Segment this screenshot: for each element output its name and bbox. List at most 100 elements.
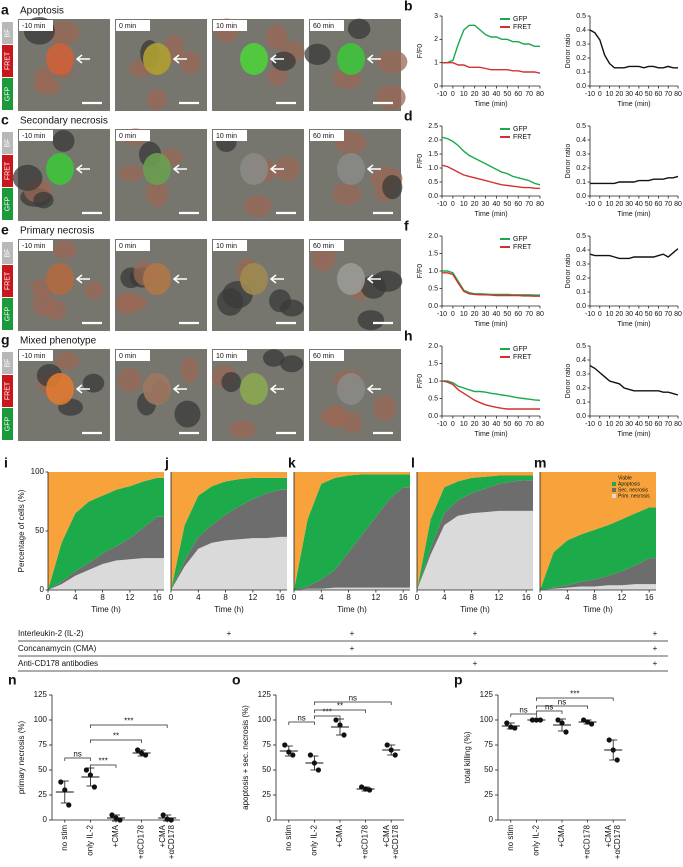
channel-swatch	[2, 375, 13, 407]
cell	[265, 24, 288, 50]
cell	[49, 21, 80, 45]
stack-area	[171, 472, 287, 590]
series-line	[442, 272, 540, 297]
time-box	[310, 240, 344, 251]
data-point	[143, 752, 149, 758]
x-tick-label: +αCD178	[583, 824, 592, 859]
significance-label: ns	[545, 703, 553, 712]
row-title: Apoptosis	[20, 6, 64, 17]
x-tick-label: 50	[645, 311, 653, 318]
data-point	[589, 721, 595, 727]
legend-label: Sec. necrosis	[618, 487, 649, 493]
data-point	[537, 717, 544, 723]
target-cell	[337, 43, 365, 75]
table-mark: +	[350, 629, 355, 638]
arrow	[75, 274, 90, 284]
channel-label: BF	[4, 359, 11, 368]
y-axis-label: F/F0	[417, 154, 424, 168]
target-cell	[143, 373, 171, 405]
x-tick-label: 40	[635, 201, 643, 208]
y-tick-label: 0.3	[576, 151, 586, 158]
series-line	[442, 24, 540, 64]
x-tick-label: 30	[482, 311, 490, 318]
x-tick-label: 20	[471, 421, 479, 428]
x-tick-label: 60	[655, 201, 663, 208]
cell	[174, 400, 201, 428]
x-tick-label: 0	[451, 421, 455, 428]
x-tick-label: +CMA	[335, 824, 344, 847]
x-tick-label: 8	[100, 593, 105, 602]
significance-label: **	[113, 732, 119, 741]
target-cell	[46, 43, 74, 75]
x-tick-label: 80	[674, 91, 682, 98]
x-tick-label: 10	[460, 311, 468, 318]
x-tick-label: 10	[606, 421, 614, 428]
y-axis-label: Donor ratio	[565, 34, 572, 69]
stack-area	[417, 475, 533, 590]
x-axis-label: Time (h)	[214, 605, 244, 614]
cell	[373, 395, 397, 421]
cell	[179, 51, 201, 75]
target-cell	[337, 153, 365, 185]
stack-area	[48, 558, 164, 590]
target-cell	[143, 153, 171, 185]
significance-bracket	[90, 739, 142, 743]
data-point	[559, 720, 565, 726]
time-box	[116, 240, 150, 251]
time-label: 0 min	[119, 353, 136, 360]
legend-label: Apoptosis	[618, 481, 640, 487]
stack-area	[48, 477, 164, 590]
cell	[53, 240, 77, 259]
x-tick-label: 70	[525, 201, 533, 208]
stack-area	[294, 587, 410, 590]
y-tick-label: 2.5	[428, 123, 438, 130]
y-tick-label: 0.1	[576, 69, 586, 76]
x-tick-label: 80	[674, 201, 682, 208]
legend-swatch	[612, 482, 616, 486]
table-mark: +	[473, 659, 478, 668]
x-tick-label: 50	[645, 91, 653, 98]
x-tick-label: 70	[664, 421, 672, 428]
target-cell	[337, 373, 365, 405]
channel-label: GFP	[4, 306, 11, 321]
x-tick-label: -10	[437, 91, 447, 98]
data-point	[337, 722, 343, 728]
series-line	[441, 136, 541, 186]
channel-label: BF	[4, 29, 11, 38]
x-tick-label: 0	[598, 421, 602, 428]
significance-bracket	[90, 724, 168, 728]
target-cell	[337, 263, 365, 295]
arrow	[75, 384, 90, 394]
significance-label: ***	[323, 708, 332, 717]
y-tick-label: 0.5	[428, 179, 438, 186]
y-tick-label: 125	[480, 690, 494, 699]
data-point	[311, 760, 317, 766]
significance-bracket	[90, 764, 117, 768]
x-tick-label: 0	[451, 311, 455, 318]
time-label: 10 min	[216, 243, 237, 250]
x-axis-label: Time (h)	[583, 605, 613, 614]
target-cell	[46, 263, 74, 295]
cell	[357, 310, 385, 331]
cell	[304, 43, 331, 65]
x-axis-label: Time (min)	[474, 321, 507, 328]
x-tick-label: 80	[536, 311, 544, 318]
x-tick-label: 80	[674, 421, 682, 428]
x-axis-label: Time (h)	[460, 605, 490, 614]
table-mark: +	[653, 659, 658, 668]
x-axis-label: Time (min)	[617, 211, 650, 218]
data-point	[62, 787, 68, 793]
significance-label: ***	[570, 690, 579, 699]
x-tick-label: +αCD178	[137, 824, 146, 859]
target-cell	[240, 263, 268, 295]
x-tick-label: +CMA	[604, 824, 613, 847]
stack-area	[171, 536, 287, 590]
cell	[180, 356, 199, 383]
x-tick-label: only IL-2	[532, 824, 541, 855]
panel-letter: l	[411, 455, 415, 471]
x-tick-label: -10	[585, 201, 595, 208]
y-tick-label: 0.0	[428, 193, 438, 200]
time-label: 0 min	[119, 23, 136, 30]
stack-area	[294, 474, 410, 590]
